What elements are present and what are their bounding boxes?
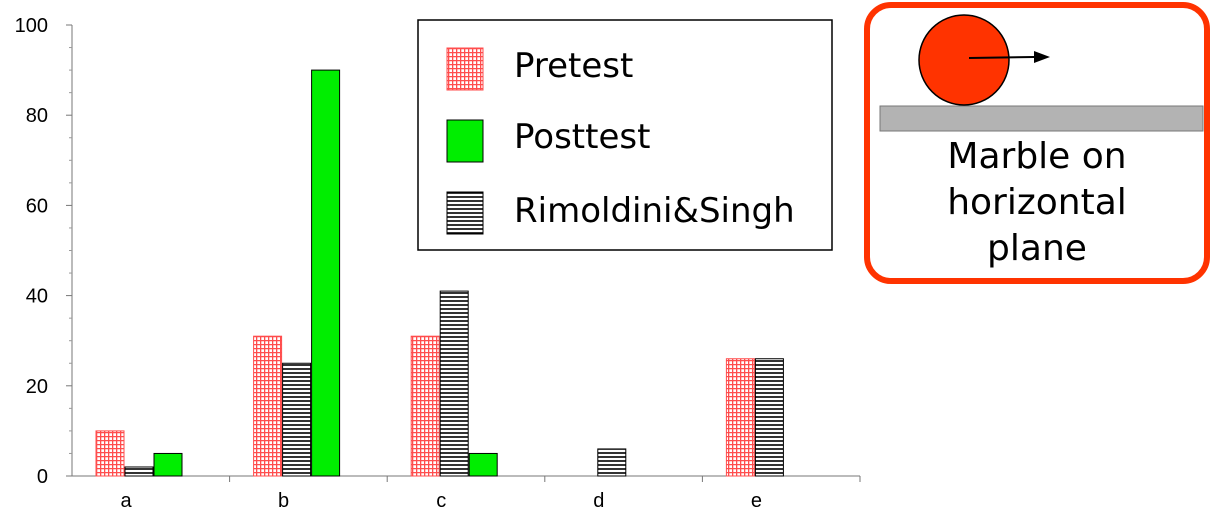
callout-line-3: plane <box>987 228 1087 269</box>
bar-rimoldini-singh-c <box>439 290 469 477</box>
bar-rimoldini-singh-a <box>124 466 154 477</box>
x-ticks: a b c d e <box>120 476 861 509</box>
legend-swatch-rimoldini-singh <box>446 191 484 235</box>
horizontal-plane <box>879 105 1204 132</box>
legend-label-pretest: Pretest <box>514 46 633 86</box>
x-tick-label-d: d <box>593 490 604 509</box>
bar-rimoldini-singh-e <box>754 358 784 477</box>
y-tick-label: 80 <box>26 105 48 127</box>
marble <box>918 14 1010 106</box>
y-tick-label: 60 <box>26 195 48 217</box>
velocity-arrow-icon <box>968 56 1035 59</box>
y-tick-label: 0 <box>37 466 48 488</box>
legend-swatch-pretest <box>446 47 484 91</box>
bar-rimoldini-singh-b <box>282 362 312 477</box>
bar-pretest-b <box>253 335 283 477</box>
legend-label-rimoldini-singh: Rimoldini&Singh <box>514 191 795 231</box>
x-tick-label-b: b <box>278 490 289 509</box>
x-tick-label-a: a <box>120 490 132 509</box>
callout: Marble on horizontal plane <box>864 2 1210 284</box>
x-tick-label-e: e <box>751 490 762 509</box>
y-tick-label: 100 <box>15 15 48 37</box>
bar-posttest-b <box>311 69 341 477</box>
y-ticks: 0 20 40 60 80 100 <box>15 15 72 488</box>
bar-posttest-a <box>153 452 183 477</box>
bar-pretest-e <box>725 358 755 477</box>
x-tick-label-c: c <box>436 490 446 509</box>
callout-line-2: horizontal <box>947 182 1127 223</box>
y-tick-label: 20 <box>26 376 48 398</box>
bar-rimoldini-singh-d <box>597 448 627 477</box>
callout-line-1: Marble on <box>947 136 1126 177</box>
bar-posttest-c <box>468 452 498 477</box>
legend: Pretest Posttest Rimoldini&Singh <box>417 19 833 251</box>
legend-box <box>417 19 833 251</box>
arrow-head-icon <box>1034 51 1050 63</box>
bar-pretest-a <box>95 430 125 477</box>
y-tick-label: 40 <box>26 286 48 308</box>
legend-label-posttest: Posttest <box>514 117 650 157</box>
bars <box>95 69 784 477</box>
legend-swatch-posttest <box>446 119 484 163</box>
bar-pretest-c <box>410 335 440 477</box>
